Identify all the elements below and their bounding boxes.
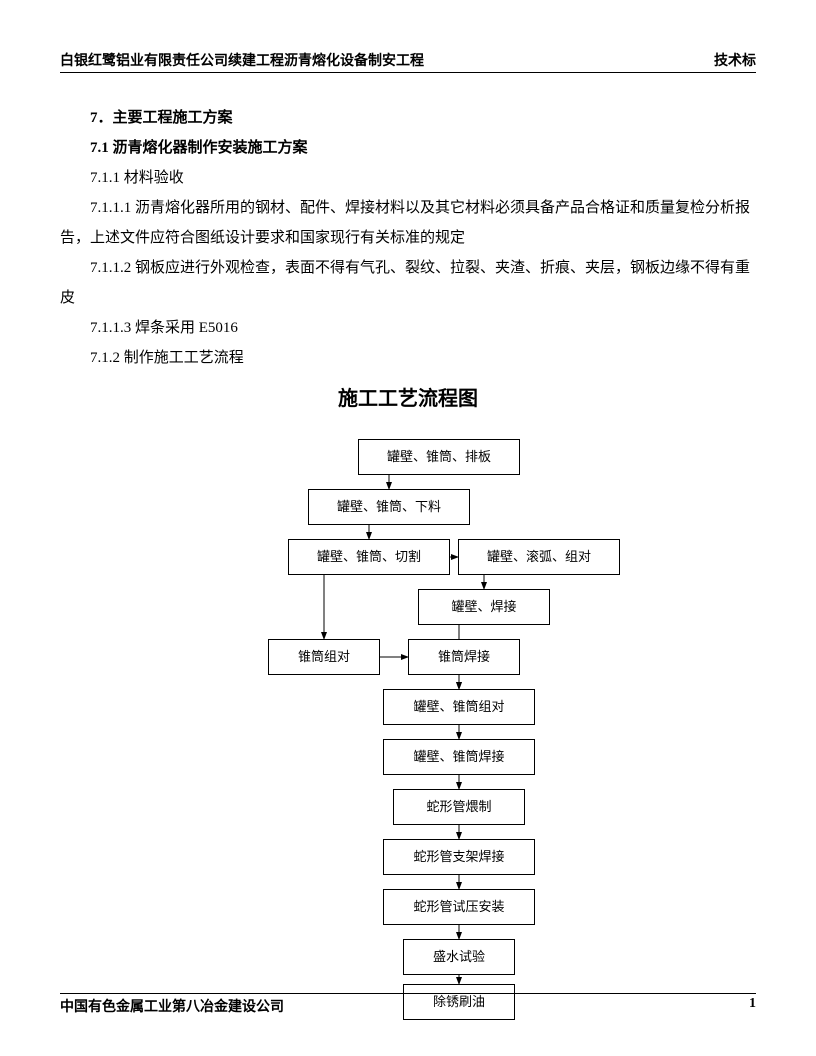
flow-node-n11: 蛇形管支架焊接 [383, 839, 535, 875]
page: 白银红鹭铝业有限责任公司续建工程沥青熔化设备制安工程 技术标 7．主要工程施工方… [0, 0, 816, 1056]
flowchart: 罐壁、锥筒、排板罐壁、锥筒、下料罐壁、锥筒、切割罐壁、滚弧、组对罐壁、焊接锥筒组… [158, 439, 658, 999]
flow-node-n1: 罐壁、锥筒、排板 [358, 439, 520, 475]
flow-node-n4: 罐壁、滚弧、组对 [458, 539, 620, 575]
flow-node-n7: 锥筒焊接 [408, 639, 520, 675]
header: 白银红鹭铝业有限责任公司续建工程沥青熔化设备制安工程 技术标 [60, 50, 756, 73]
heading-7: 7．主要工程施工方案 [60, 103, 756, 133]
flow-node-n10: 蛇形管煨制 [393, 789, 525, 825]
header-right: 技术标 [714, 50, 756, 70]
heading-7-1-2: 7.1.2 制作施工工艺流程 [60, 343, 756, 373]
footer-page-number: 1 [749, 996, 756, 1016]
flow-node-n13: 盛水试验 [403, 939, 515, 975]
flow-node-n3: 罐壁、锥筒、切割 [288, 539, 450, 575]
footer: 中国有色金属工业第八冶金建设公司 1 [60, 993, 756, 1016]
flow-node-n5: 罐壁、焊接 [418, 589, 550, 625]
flowchart-title: 施工工艺流程图 [60, 379, 756, 419]
heading-7-1-1: 7.1.1 材料验收 [60, 163, 756, 193]
flow-node-n12: 蛇形管试压安装 [383, 889, 535, 925]
flow-node-n2: 罐壁、锥筒、下料 [308, 489, 470, 525]
footer-left: 中国有色金属工业第八冶金建设公司 [60, 996, 284, 1016]
content: 7．主要工程施工方案 7.1 沥青熔化器制作安装施工方案 7.1.1 材料验收 … [60, 103, 756, 999]
heading-7-1: 7.1 沥青熔化器制作安装施工方案 [60, 133, 756, 163]
para-7-1-1-3: 7.1.1.3 焊条采用 E5016 [60, 313, 756, 343]
flow-node-n6: 锥筒组对 [268, 639, 380, 675]
flow-node-n9: 罐壁、锥筒焊接 [383, 739, 535, 775]
header-left: 白银红鹭铝业有限责任公司续建工程沥青熔化设备制安工程 [60, 50, 424, 70]
flow-node-n8: 罐壁、锥筒组对 [383, 689, 535, 725]
para-7-1-1-2: 7.1.1.2 钢板应进行外观检查，表面不得有气孔、裂纹、拉裂、夹渣、折痕、夹层… [60, 253, 756, 313]
para-7-1-1-1: 7.1.1.1 沥青熔化器所用的钢材、配件、焊接材料以及其它材料必须具备产品合格… [60, 193, 756, 253]
